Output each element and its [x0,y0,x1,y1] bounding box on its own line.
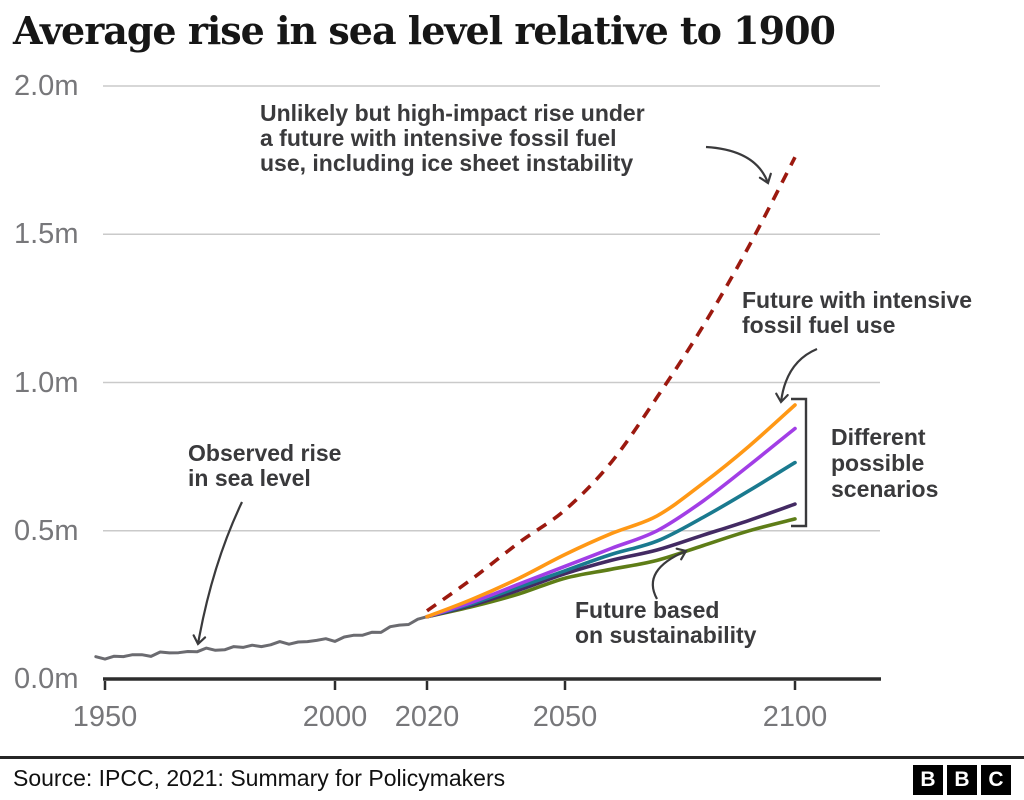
arrow-high-impact [705,145,772,185]
footer-divider [0,756,1024,759]
series-fossil-intensive-line [425,403,797,619]
scenarios-bracket [791,397,808,528]
x-tick-label-2020: 2020 [394,701,460,733]
series-scenario-lower-middle-line [425,502,797,619]
chart-title: Average rise in sea level relative to 19… [13,8,836,53]
x-tick-label-1950: 1950 [72,701,138,733]
arrow-sustainability [651,547,688,600]
arrow-observed [192,501,243,646]
bbc-logo-block: B [913,765,943,795]
series-scenario-upper-middle-line [425,426,797,619]
annotation-possible-scenarios: Different possible scenarios [831,424,939,502]
x-tick-label-2000: 2000 [302,701,368,733]
bbc-logo: B B C [913,765,1011,795]
bbc-logo-block: C [981,765,1011,795]
arrow-fossil-fuel [775,347,818,404]
annotation-fossil-fuel: Future with intensive fossil fuel use [742,287,973,338]
series-high-impact-line [425,156,797,613]
x-tick-label-2100: 2100 [762,701,828,733]
y-tick-label-0.5m: 0.5m [14,514,79,547]
series-observed-line [94,615,429,661]
y-tick-label-0.0m: 0.0m [14,663,79,695]
x-tick-label-2050: 2050 [532,701,598,733]
y-tick-label-1.0m: 1.0m [14,366,79,399]
bbc-logo-block: B [947,765,977,795]
series-scenario-middle-line [425,460,797,619]
annotation-sustainability: Future based on sustainability [575,597,757,648]
series-sustainability-line [425,517,797,619]
annotation-high-impact: Unlikely but high-impact rise under a fu… [260,100,645,176]
y-tick-label-2.0m: 2.0m [14,70,79,102]
y-tick-label-1.5m: 1.5m [14,218,79,251]
source-credit: Source: IPCC, 2021: Summary for Policyma… [13,765,506,791]
annotation-observed-rise: Observed rise in sea level [188,440,342,491]
